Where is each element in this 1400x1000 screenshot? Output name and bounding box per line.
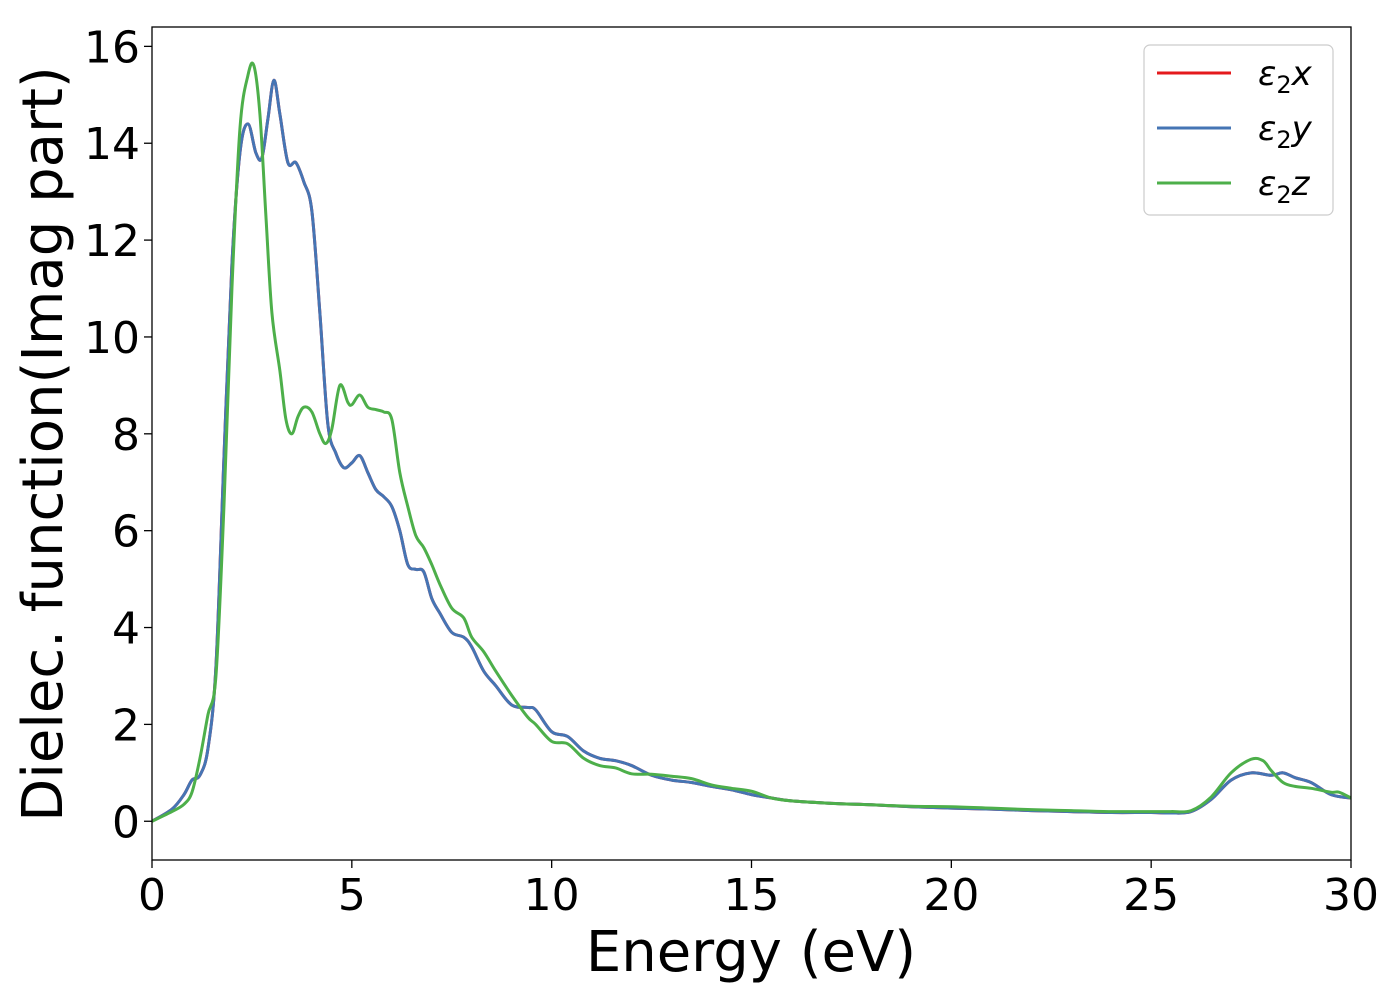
y-axis-ticks: 0 2 4 6 8 10 12 14 16: [84, 22, 152, 848]
x-tick-label: 0: [138, 870, 166, 921]
legend-label-base: ε: [1258, 164, 1276, 204]
y-tick-label: 4: [112, 604, 140, 655]
legend-label-subscript: 2: [1276, 181, 1291, 209]
legend-label-suffix: x: [1291, 54, 1313, 94]
x-tick-label: 20: [923, 870, 979, 921]
x-tick-label: 30: [1323, 870, 1379, 921]
x-axis-ticks: 0 5 10 15 20 25 30: [138, 860, 1379, 921]
legend-label-subscript: 2: [1276, 126, 1291, 154]
legend-label-suffix: y: [1291, 109, 1313, 149]
y-tick-label: 0: [112, 797, 140, 848]
y-axis-label: Dielec. function(Imag part): [11, 66, 76, 822]
series-layer: [152, 61, 1351, 823]
legend-label-base: ε: [1258, 109, 1276, 149]
x-tick-label: 15: [724, 870, 780, 921]
y-tick-label: 16: [84, 22, 140, 73]
x-tick-label: 5: [338, 870, 366, 921]
y-tick-label: 10: [84, 313, 140, 364]
y-tick-label: 14: [84, 119, 140, 170]
x-axis-label: Energy (eV): [586, 920, 916, 985]
legend-label-suffix: z: [1291, 164, 1311, 204]
x-tick-label: 25: [1123, 870, 1179, 921]
y-tick-label: 2: [112, 700, 140, 751]
series-line-z: [152, 61, 1351, 823]
x-tick-label: 10: [524, 870, 580, 921]
legend-label-z: ε2z: [1258, 164, 1311, 209]
y-tick-label: 12: [84, 216, 140, 267]
legend-label-x: ε2x: [1258, 54, 1313, 99]
legend-label-subscript: 2: [1276, 71, 1291, 99]
legend-label-y: ε2y: [1258, 109, 1313, 154]
legend-label-base: ε: [1258, 54, 1276, 94]
legend-frame: [1143, 44, 1334, 216]
y-tick-label: 8: [112, 410, 140, 461]
y-tick-label: 6: [112, 507, 140, 558]
